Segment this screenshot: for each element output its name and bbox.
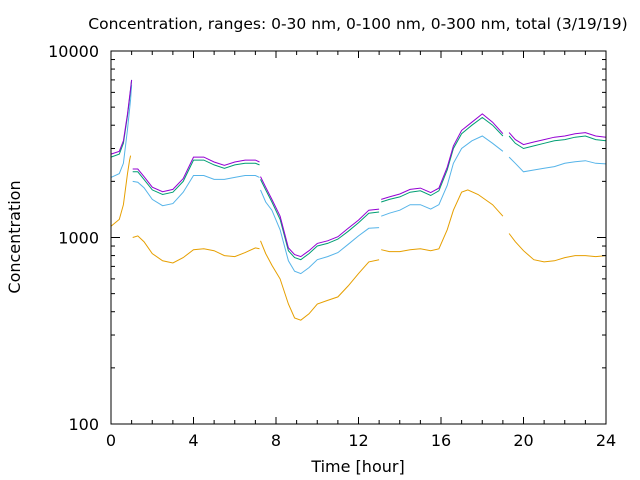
series-0: [110, 155, 607, 321]
series-1: [110, 84, 607, 275]
series-3-line-2: [260, 176, 380, 258]
x-tick-label: 8: [271, 431, 281, 450]
series-3-line-0: [110, 79, 133, 155]
series-3-line-1: [132, 156, 260, 193]
series-1-line-2: [260, 189, 380, 275]
x-tick-label: 16: [431, 431, 451, 450]
y-axis-title: Concentration: [5, 180, 24, 293]
plot-border: [110, 50, 607, 425]
series-2: [110, 79, 607, 261]
y-tick-label: 10000: [48, 42, 99, 61]
series-0-line-1: [132, 235, 260, 264]
series-2-line-2: [260, 179, 380, 261]
series-2-line-1: [132, 159, 260, 196]
series-1-line-1: [132, 175, 260, 207]
series-0-line-2: [260, 240, 380, 321]
series-0-line-3: [381, 189, 504, 253]
series-0-line-4: [508, 233, 607, 263]
series-1-line-3: [381, 135, 504, 217]
x-tick-label: 0: [106, 431, 116, 450]
series-layer: [110, 79, 607, 321]
series-3-line-4: [508, 132, 607, 146]
y-tick-label: 1000: [58, 229, 99, 248]
series-2-line-4: [508, 135, 607, 150]
x-tick-label: 20: [513, 431, 533, 450]
series-3: [110, 79, 607, 258]
x-tick-label: 4: [188, 431, 198, 450]
axes-layer: 0 4 8 12 16 20 24 100 1000 10000: [48, 42, 616, 450]
x-axis-title: Time [hour]: [310, 457, 404, 476]
series-2-line-3: [381, 116, 504, 203]
series-1-line-0: [110, 84, 133, 178]
chart-title: Concentration, ranges: 0-30 nm, 0-100 nm…: [88, 15, 627, 33]
series-3-line-3: [381, 113, 504, 200]
series-1-line-4: [508, 156, 607, 173]
x-tick-label: 24: [596, 431, 616, 450]
x-tick-label: 12: [348, 431, 368, 450]
series-0-line-0: [110, 155, 132, 227]
y-tick-label: 100: [68, 415, 99, 434]
